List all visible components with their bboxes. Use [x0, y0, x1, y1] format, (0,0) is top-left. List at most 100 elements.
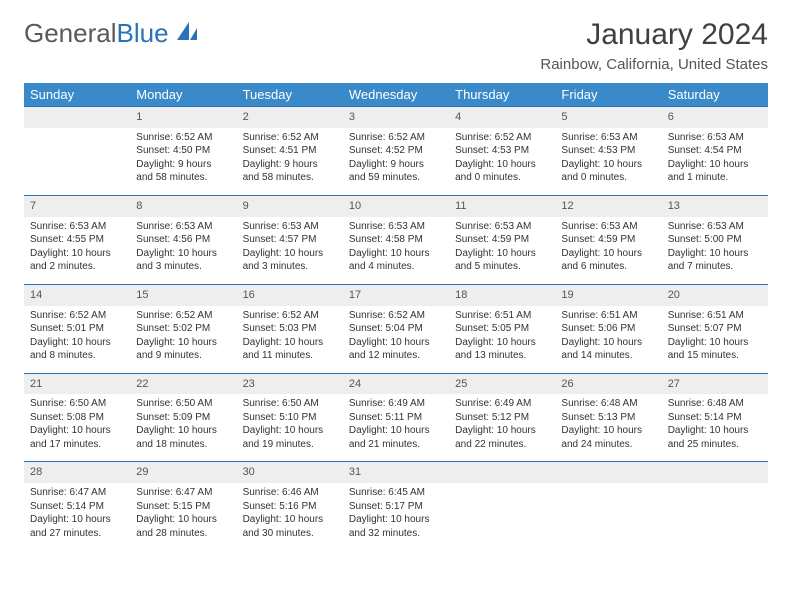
day-number-cell: 26	[555, 373, 661, 394]
day-info-cell: Sunrise: 6:53 AMSunset: 4:53 PMDaylight:…	[555, 128, 661, 196]
day-info-cell	[449, 483, 555, 550]
day-info-line: Daylight: 10 hours	[136, 336, 230, 350]
day-info-line: Daylight: 9 hours	[349, 158, 443, 172]
day-info-cell: Sunrise: 6:52 AMSunset: 5:02 PMDaylight:…	[130, 306, 236, 374]
day-info-line: and 30 minutes.	[243, 527, 337, 541]
day-info-line: and 3 minutes.	[136, 260, 230, 274]
day-info-line: Sunrise: 6:47 AM	[30, 486, 124, 500]
day-info-line: Daylight: 10 hours	[455, 424, 549, 438]
day-info-cell	[24, 128, 130, 196]
weekday-header: Monday	[130, 83, 236, 107]
day-info-line: Daylight: 10 hours	[30, 513, 124, 527]
day-info-cell: Sunrise: 6:50 AMSunset: 5:09 PMDaylight:…	[130, 394, 236, 462]
day-number-cell: 28	[24, 462, 130, 483]
day-info-line: Sunrise: 6:45 AM	[349, 486, 443, 500]
day-info-line: Sunrise: 6:53 AM	[668, 131, 762, 145]
day-info-line: Sunset: 5:15 PM	[136, 500, 230, 514]
day-number-cell	[662, 462, 768, 483]
day-info-line: Sunset: 5:01 PM	[30, 322, 124, 336]
day-info-line: Daylight: 10 hours	[30, 336, 124, 350]
day-info-line: Sunset: 4:52 PM	[349, 144, 443, 158]
calendar-table: SundayMondayTuesdayWednesdayThursdayFrid…	[24, 83, 768, 550]
day-info-line: Daylight: 10 hours	[136, 424, 230, 438]
day-info-line: Sunrise: 6:53 AM	[561, 131, 655, 145]
day-info-line: and 32 minutes.	[349, 527, 443, 541]
logo-sail-icon	[175, 18, 203, 49]
day-info-line: Sunrise: 6:52 AM	[455, 131, 549, 145]
day-number-cell: 15	[130, 284, 236, 305]
day-info-cell: Sunrise: 6:52 AMSunset: 4:50 PMDaylight:…	[130, 128, 236, 196]
day-number-cell: 18	[449, 284, 555, 305]
day-info-line: Daylight: 10 hours	[668, 336, 762, 350]
day-info-cell: Sunrise: 6:52 AMSunset: 5:01 PMDaylight:…	[24, 306, 130, 374]
day-number-cell: 19	[555, 284, 661, 305]
day-info-line: and 25 minutes.	[668, 438, 762, 452]
day-info-line: Sunrise: 6:53 AM	[243, 220, 337, 234]
day-number-cell: 31	[343, 462, 449, 483]
day-info-line: Daylight: 10 hours	[349, 247, 443, 261]
day-info-line: and 14 minutes.	[561, 349, 655, 363]
day-number-cell: 30	[237, 462, 343, 483]
day-info-cell: Sunrise: 6:52 AMSunset: 4:52 PMDaylight:…	[343, 128, 449, 196]
day-info-line: Sunset: 4:59 PM	[561, 233, 655, 247]
day-info-line: and 13 minutes.	[455, 349, 549, 363]
day-number-cell: 11	[449, 195, 555, 216]
day-info-line: Sunrise: 6:46 AM	[243, 486, 337, 500]
weekday-header: Thursday	[449, 83, 555, 107]
day-info-line: Sunrise: 6:47 AM	[136, 486, 230, 500]
day-number-cell: 21	[24, 373, 130, 394]
day-info-line: Sunset: 5:14 PM	[30, 500, 124, 514]
day-info-line: Daylight: 10 hours	[668, 247, 762, 261]
day-info-line: Daylight: 10 hours	[561, 424, 655, 438]
day-number-cell: 3	[343, 107, 449, 128]
day-info-line: and 27 minutes.	[30, 527, 124, 541]
day-info-line: Sunset: 5:14 PM	[668, 411, 762, 425]
day-info-line: Daylight: 10 hours	[30, 424, 124, 438]
day-number-cell	[449, 462, 555, 483]
day-info-line: and 12 minutes.	[349, 349, 443, 363]
day-info-cell: Sunrise: 6:53 AMSunset: 5:00 PMDaylight:…	[662, 217, 768, 285]
day-info-cell: Sunrise: 6:51 AMSunset: 5:05 PMDaylight:…	[449, 306, 555, 374]
day-info-line: Sunset: 4:58 PM	[349, 233, 443, 247]
day-number-cell	[24, 107, 130, 128]
day-info-line: Sunrise: 6:53 AM	[668, 220, 762, 234]
day-info-cell: Sunrise: 6:53 AMSunset: 4:55 PMDaylight:…	[24, 217, 130, 285]
day-info-line: and 2 minutes.	[30, 260, 124, 274]
day-info-line: Sunset: 5:09 PM	[136, 411, 230, 425]
day-info-line: Sunrise: 6:52 AM	[136, 309, 230, 323]
day-info-line: Sunrise: 6:51 AM	[561, 309, 655, 323]
day-info-line: Daylight: 10 hours	[561, 336, 655, 350]
day-info-line: Sunset: 5:03 PM	[243, 322, 337, 336]
day-info-cell: Sunrise: 6:51 AMSunset: 5:07 PMDaylight:…	[662, 306, 768, 374]
day-info-line: Daylight: 10 hours	[136, 513, 230, 527]
header: GeneralBlue January 2024 Rainbow, Califo…	[24, 18, 768, 73]
day-info-line: Sunrise: 6:51 AM	[455, 309, 549, 323]
day-info-line: Daylight: 10 hours	[243, 336, 337, 350]
day-number-cell: 9	[237, 195, 343, 216]
day-info-line: and 58 minutes.	[136, 171, 230, 185]
day-info-line: Sunset: 5:04 PM	[349, 322, 443, 336]
logo-text-2: Blue	[117, 18, 169, 49]
weekday-header: Saturday	[662, 83, 768, 107]
day-info-line: Sunset: 5:11 PM	[349, 411, 443, 425]
day-info-line: Daylight: 10 hours	[30, 247, 124, 261]
day-info-line: Sunset: 5:02 PM	[136, 322, 230, 336]
logo-text-1: General	[24, 18, 117, 49]
day-info-line: Daylight: 10 hours	[668, 424, 762, 438]
day-info-line: and 28 minutes.	[136, 527, 230, 541]
day-info-line: Daylight: 10 hours	[243, 513, 337, 527]
day-info-cell: Sunrise: 6:53 AMSunset: 4:58 PMDaylight:…	[343, 217, 449, 285]
day-info-cell	[555, 483, 661, 550]
day-info-line: and 22 minutes.	[455, 438, 549, 452]
day-info-line: Daylight: 10 hours	[561, 247, 655, 261]
day-info-line: Sunrise: 6:52 AM	[136, 131, 230, 145]
day-info-line: Sunset: 5:00 PM	[668, 233, 762, 247]
day-info-cell: Sunrise: 6:52 AMSunset: 5:03 PMDaylight:…	[237, 306, 343, 374]
day-info-cell: Sunrise: 6:52 AMSunset: 5:04 PMDaylight:…	[343, 306, 449, 374]
day-info-line: and 58 minutes.	[243, 171, 337, 185]
day-info-line: Daylight: 10 hours	[561, 158, 655, 172]
day-number-cell: 27	[662, 373, 768, 394]
day-info-line: and 18 minutes.	[136, 438, 230, 452]
day-info-cell: Sunrise: 6:53 AMSunset: 4:54 PMDaylight:…	[662, 128, 768, 196]
day-info-line: Sunset: 5:13 PM	[561, 411, 655, 425]
